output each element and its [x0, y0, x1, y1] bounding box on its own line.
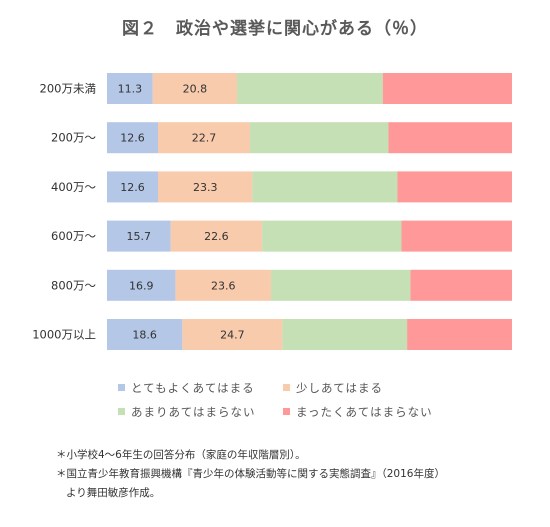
bar-segment-series-4 [388, 122, 512, 154]
data-label: 22.7 [192, 132, 217, 145]
data-label: 18.6 [132, 329, 157, 342]
bar-segment-series-2 [175, 269, 272, 301]
category-label: 800万～ [51, 278, 96, 292]
bar-segment-series-2 [170, 220, 263, 252]
bar-segment-series-1 [107, 171, 159, 203]
legend-label: とてもよくあてはまる [131, 381, 255, 395]
category-label: 400万～ [51, 180, 96, 194]
category-label: 1000万以上 [32, 328, 96, 342]
data-label: 12.6 [120, 132, 145, 145]
footnote-1: ＊小学校4～6年生の回答分布（家庭の年収階層別）。 [56, 449, 306, 461]
legend-swatch [118, 384, 125, 391]
data-label: 15.7 [127, 230, 152, 243]
category-label: 200万未満 [40, 82, 96, 96]
category-label: 600万～ [51, 229, 96, 243]
legend-item: 少しあてはまる [283, 380, 383, 396]
bar-segment-series-1 [107, 220, 171, 252]
legend-label: 少しあてはまる [296, 381, 384, 395]
bar-segment-series-4 [382, 73, 512, 104]
data-label: 22.6 [204, 230, 229, 243]
data-label: 11.3 [118, 83, 143, 96]
bar-segment-series-3 [252, 171, 398, 203]
bar-segment-series-2 [182, 319, 283, 350]
data-label: 23.3 [193, 181, 218, 194]
bar-segment-series-2 [158, 171, 253, 203]
data-label: 16.9 [129, 279, 154, 292]
bar-segment-series-4 [401, 220, 512, 252]
bar-segment-series-3 [282, 319, 408, 350]
legend-item: とてもよくあてはまる [118, 380, 255, 396]
category-label: 200万～ [51, 131, 96, 145]
legend-swatch [283, 408, 290, 415]
bar-segment-series-2 [158, 122, 250, 154]
bar-segment-series-3 [237, 73, 383, 104]
data-label: 12.6 [120, 181, 145, 194]
legend-label: あまりあてはまらない [131, 405, 256, 419]
bar-segment-series-4 [410, 269, 513, 301]
footnote-2: ＊国立青少年教育振興機構『青少年の体験活動等に関する実態調査』（2016年度） [56, 468, 445, 480]
bar-segment-series-1 [107, 73, 153, 104]
legend-item: まったくあてはまらない [283, 404, 433, 420]
bar-segment-series-1 [107, 319, 183, 350]
bar-segment-series-2 [152, 73, 237, 104]
legend-swatch [118, 408, 125, 415]
bar-segment-series-3 [262, 220, 402, 252]
data-label: 20.8 [183, 83, 208, 96]
bar-segment-series-1 [107, 269, 176, 301]
bar-segment-series-3 [249, 122, 389, 154]
bar-segment-series-4 [397, 171, 512, 203]
footnote-3: より舞田敏彦作成。 [66, 487, 161, 499]
legend-item: あまりあてはまらない [118, 404, 256, 420]
legend-swatch [283, 384, 290, 391]
legend-label: まったくあてはまらない [296, 405, 433, 419]
data-label: 24.7 [220, 329, 245, 342]
bar-segment-series-3 [271, 269, 411, 301]
bar-segment-series-1 [107, 122, 159, 154]
bar-segment-series-4 [407, 319, 512, 350]
data-label: 23.6 [211, 279, 236, 292]
chart-title: 図２ 政治や選挙に関心がある（％） [122, 19, 428, 39]
